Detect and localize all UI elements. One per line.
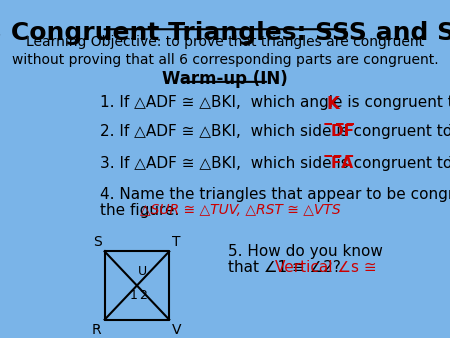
Text: ̅F̅A̅: ̅F̅A̅ [332, 156, 354, 171]
Text: R: R [92, 322, 102, 337]
Text: the figure.: the figure. [100, 203, 184, 218]
Text: 6.3 Congruent Triangles: SSS and SAS: 6.3 Congruent Triangles: SSS and SAS [0, 21, 450, 45]
Text: K: K [327, 95, 339, 113]
Text: ̅D̅F̅: ̅D̅F̅ [332, 124, 355, 139]
Text: Learning Objective: to prove that triangles are congruent
without proving that a: Learning Objective: to prove that triang… [12, 35, 438, 68]
Text: 4. Name the triangles that appear to be congruent in: 4. Name the triangles that appear to be … [100, 187, 450, 202]
Text: 1: 1 [130, 289, 138, 303]
Text: 5. How do you know: 5. How do you know [228, 244, 383, 259]
Text: Vertical ∠s ≅: Vertical ∠s ≅ [275, 260, 377, 275]
Text: 2. If △ADF ≅ △BKI,  which side is congruent to ̅K̅I̅?: 2. If △ADF ≅ △BKI, which side is congrue… [100, 124, 450, 139]
Text: T: T [172, 235, 180, 248]
Text: that ∠1 ≅ ∠2?: that ∠1 ≅ ∠2? [228, 260, 351, 275]
Text: V: V [172, 322, 182, 337]
Text: 3. If △ADF ≅ △BKI,  which side is congruent to ̅I̅B̅?: 3. If △ADF ≅ △BKI, which side is congrue… [100, 156, 450, 171]
Text: S: S [93, 235, 102, 248]
Text: U: U [138, 265, 147, 278]
Text: △SUR ≅ △TUV, △RST ≅ △VTS: △SUR ≅ △TUV, △RST ≅ △VTS [140, 203, 341, 217]
Text: Warm-up (IN): Warm-up (IN) [162, 70, 288, 88]
Text: 2: 2 [139, 289, 147, 303]
Text: 1. If △ADF ≅ △BKI,  which angle is congruent to ∠D?: 1. If △ADF ≅ △BKI, which angle is congru… [100, 95, 450, 110]
